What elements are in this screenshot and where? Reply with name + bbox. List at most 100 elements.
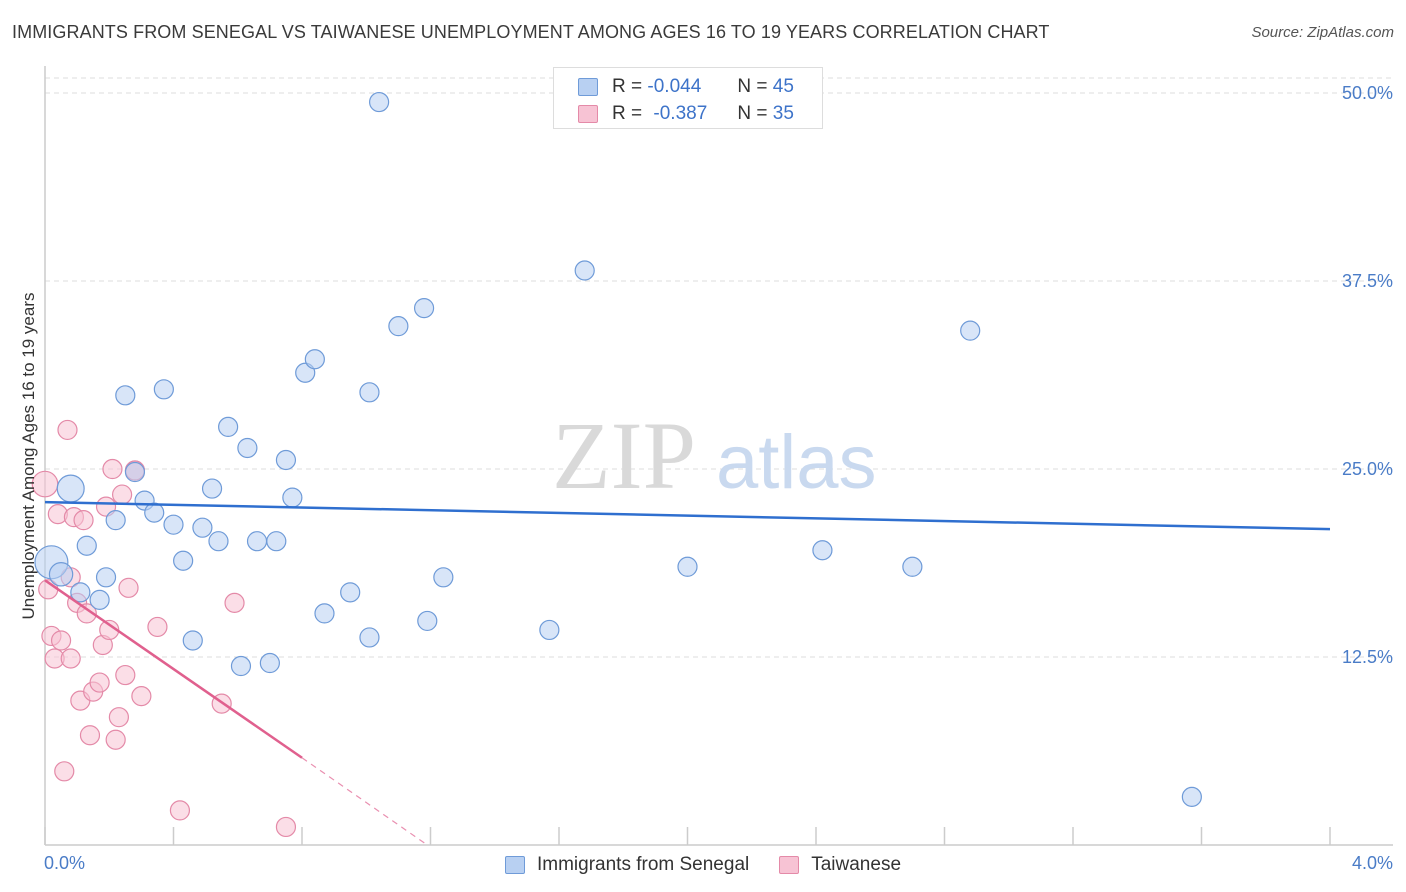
senegal-point-22: [246, 531, 268, 552]
taiwanese-point-15: [79, 725, 101, 746]
legend-label: Taiwanese: [811, 854, 902, 875]
taiwanese-point-8: [60, 648, 81, 669]
taiwanese-point-14: [76, 603, 97, 624]
senegal-point-24: [266, 531, 287, 552]
senegal-point-21: [237, 437, 258, 459]
taiwanese-point-33: [275, 816, 297, 838]
taiwanese-point-7: [57, 419, 78, 441]
senegal-point-5: [89, 589, 110, 610]
senegal-point-31: [359, 627, 380, 648]
senegal-point-16: [192, 517, 213, 538]
taiwanese-point-21: [102, 458, 123, 480]
senegal-point-40: [677, 556, 698, 577]
senegal-point-30: [340, 582, 361, 603]
watermark-atlas: atlas: [716, 420, 877, 505]
senegal-trend-line: [44, 500, 1331, 531]
senegal-point-35: [413, 298, 435, 319]
senegal-point-28: [304, 349, 325, 370]
senegal-point-12: [153, 379, 174, 400]
watermark: ZIP atlas: [552, 402, 877, 509]
taiwanese-point-29: [147, 616, 168, 638]
n-value: 45: [772, 76, 794, 97]
n-label: N =: [737, 76, 768, 97]
trend-lines: [44, 500, 1331, 846]
legend-item-senegal[interactable]: Immigrants from Senegal: [504, 854, 750, 876]
y-tick-label: 12.5%: [1342, 647, 1393, 667]
legend-item-taiwanese[interactable]: Taiwanese: [779, 854, 901, 876]
taiwanese-swatch: [578, 105, 598, 123]
senegal-point-3: [70, 582, 91, 603]
y-tick-label: 25.0%: [1342, 459, 1393, 479]
taiwanese-point-25: [115, 664, 136, 686]
senegal-point-38: [539, 619, 560, 641]
senegal-swatch: [578, 78, 598, 96]
taiwanese-point-26: [118, 577, 139, 598]
senegal-point-17: [201, 478, 223, 499]
senegal-point-42: [902, 556, 923, 577]
grid: [45, 77, 1393, 658]
senegal-legend-swatch: [504, 856, 525, 874]
stats-box: R = -0.044 N = 45 R = -0.387 N = 35: [553, 67, 823, 129]
y-tick-label: 37.5%: [1342, 271, 1393, 291]
senegal-point-44: [1181, 786, 1202, 807]
r-value: -0.044: [647, 76, 702, 97]
taiwanese-point-28: [131, 686, 152, 707]
n-label: N =: [737, 103, 768, 124]
senegal-point-37: [433, 567, 454, 588]
legend-label: Immigrants from Senegal: [536, 854, 750, 875]
r-label: R =: [612, 76, 643, 97]
senegal-point-15: [182, 630, 203, 651]
taiwanese-point-22: [105, 729, 126, 750]
senegal-point-8: [115, 385, 136, 406]
senegal-point-36: [417, 610, 438, 632]
senegal-point-7: [105, 510, 126, 531]
x-tick-label-min: 0.0%: [44, 853, 85, 873]
y-tick-label: 50.0%: [1342, 83, 1393, 103]
legend: Immigrants from Senegal Taiwanese: [0, 851, 1406, 879]
taiwanese-point-6: [54, 761, 75, 782]
senegal-point-29: [314, 603, 335, 624]
senegal-point-4: [76, 535, 97, 556]
taiwanese-point-13: [73, 510, 94, 531]
taiwanese-point-32: [224, 592, 245, 613]
senegal-point-2: [56, 474, 85, 503]
watermark-zip: ZIP: [552, 402, 696, 509]
r-value: -0.387: [653, 103, 708, 124]
n-value: 35: [772, 103, 794, 124]
senegal-point-13: [163, 514, 184, 535]
axes: [44, 66, 1393, 846]
tick-labels: 12.5% 25.0% 37.5% 50.0% 0.0% 4.0%: [44, 83, 1393, 873]
r-label: R =: [612, 103, 643, 124]
senegal-point-43: [960, 320, 981, 341]
senegal-point-1: [48, 562, 74, 587]
y-axis-label: Unemployment Among Ages 16 to 19 years: [19, 293, 38, 620]
senegal-point-23: [259, 652, 280, 674]
x-tick-label-max: 4.0%: [1352, 853, 1393, 873]
taiwanese-legend-swatch: [779, 856, 800, 874]
senegal-point-33: [369, 91, 390, 113]
senegal-point-6: [95, 567, 117, 588]
senegal-point-26: [282, 487, 303, 508]
taiwanese-trend-line: [44, 579, 303, 759]
taiwanese-trend-extension: [301, 757, 428, 846]
senegal-point-11: [144, 502, 165, 523]
taiwanese-point-23: [108, 707, 129, 728]
senegal-point-19: [218, 416, 239, 438]
taiwanese-point-30: [169, 800, 191, 821]
senegal-point-18: [208, 531, 229, 552]
senegal-point-25: [275, 449, 297, 471]
taiwanese-point-5: [50, 630, 72, 651]
senegal-point-9: [124, 461, 146, 483]
senegal-point-34: [388, 316, 409, 337]
senegal-point-41: [812, 540, 833, 561]
series-senegal-points: [34, 91, 1202, 807]
chart-title: IMMIGRANTS FROM SENEGAL VS TAIWANESE UNE…: [12, 22, 1050, 42]
stats-row-senegal: R = -0.044 N = 45: [578, 74, 794, 100]
senegal-point-39: [574, 260, 595, 281]
senegal-point-20: [230, 655, 252, 677]
taiwanese-point-17: [89, 672, 110, 693]
stats-row-taiwanese: R = -0.387 N = 35: [578, 101, 794, 127]
source-label: Source: ZipAtlas.com: [1251, 24, 1394, 41]
senegal-point-32: [359, 382, 380, 403]
